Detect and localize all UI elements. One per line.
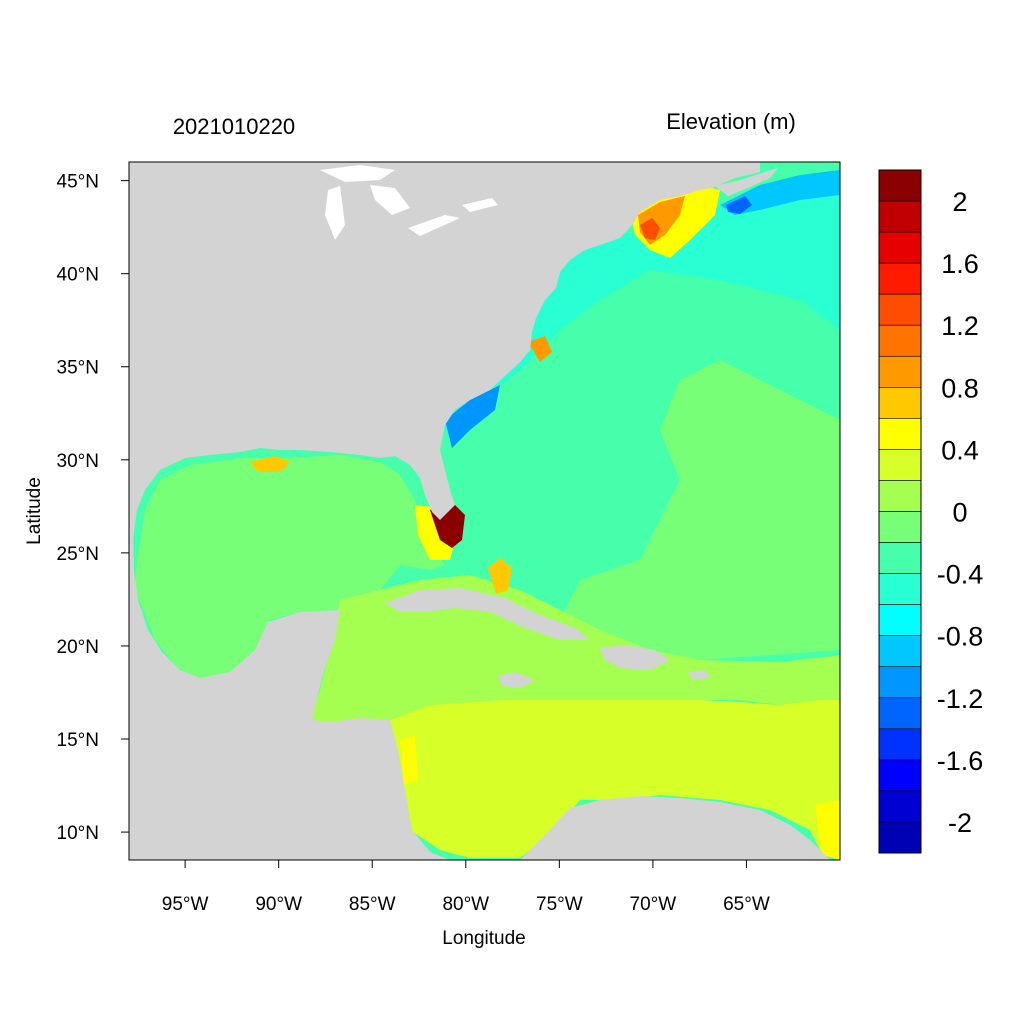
northwest-atlantic-field: [440, 170, 840, 440]
x-tick-label: 75°W: [536, 894, 583, 915]
colorbar-swatch: [878, 262, 922, 295]
x-tick-label: 95°W: [162, 894, 209, 915]
x-tick-label: 70°W: [630, 894, 677, 915]
colorbar-swatch: [878, 200, 922, 233]
y-tick-label: 15°N: [57, 730, 99, 751]
colorbar-swatch: [878, 293, 922, 326]
x-tick-label: 85°W: [349, 894, 396, 915]
colorbar-swatch: [878, 449, 922, 481]
bahamas-bank-high: [488, 558, 512, 594]
nicaragua-coast-yellow: [400, 735, 418, 785]
colorbar-swatch: [878, 759, 922, 792]
y-tick-label: 30°N: [57, 451, 99, 472]
southern-caribbean-field: [390, 700, 840, 860]
colorbar-swatch: [878, 355, 922, 388]
north-america-land: [129, 162, 760, 860]
eastern-atlantic-field: [560, 360, 840, 660]
axis-ticks: 95°W 90°W 85°W 80°W 75°W 70°W 65°W 45°N 40°N 35°N…: [57, 172, 770, 915]
x-tick-label: 65°W: [723, 894, 770, 915]
x-tick-label: 80°W: [442, 894, 489, 915]
nova-scotia-deep-low: [726, 196, 752, 214]
colorbar-label: -2: [948, 808, 972, 838]
colorbar-swatch: [878, 790, 922, 823]
colorbar-label: -0.4: [937, 560, 984, 590]
cape-hatteras-high: [528, 336, 552, 362]
lake-ontario: [462, 198, 498, 212]
lake-huron: [370, 185, 410, 215]
colorbar-swatch: [878, 666, 922, 699]
colorbar-label: 0: [952, 498, 967, 528]
land-masses: [129, 162, 830, 860]
y-tick-label: 25°N: [57, 544, 99, 565]
colorbar-frame: [878, 169, 922, 854]
timestamp-title: 2021010220: [173, 114, 295, 139]
colorbar-label: 2: [952, 187, 967, 217]
map-frame: [128, 161, 841, 861]
north-gulf-coast-high: [250, 456, 290, 472]
y-axis-label: Latitude: [24, 477, 45, 545]
colorbar-swatch: [878, 324, 922, 357]
y-tick-label: 35°N: [57, 358, 99, 379]
puerto-rico-land: [688, 670, 710, 680]
lake-erie: [408, 215, 460, 236]
gulf-of-maine-red: [640, 218, 660, 240]
colorbar-label: 0.4: [941, 435, 979, 465]
colorbar-label: 1.2: [941, 311, 979, 341]
variable-title: Elevation (m): [666, 109, 796, 134]
georgia-shelf-low: [445, 385, 500, 448]
northern-caribbean-field: [310, 575, 840, 722]
colorbar-label: -0.8: [937, 622, 984, 652]
nova-scotia-land: [715, 168, 778, 196]
colorbar-swatch: [878, 821, 922, 854]
colorbar-swatch: [878, 480, 922, 512]
colorbar-swatch: [878, 604, 922, 636]
colorbar-swatch: [878, 542, 922, 574]
hispaniola-land: [600, 645, 670, 670]
lake-superior: [320, 165, 395, 182]
x-axis-label: Longitude: [442, 928, 525, 949]
colorbar: 2 1.6 1.2 0.8 0.4 0 -0.4 -0.8 -1.2 -1.6 -2: [878, 169, 984, 854]
y-tick-label: 20°N: [57, 637, 99, 658]
colorbar-swatch: [878, 511, 922, 543]
colorbar-label: 1.6: [941, 249, 979, 279]
colorbar-label: -1.2: [937, 684, 984, 714]
colorbar-swatch: [878, 635, 922, 668]
gulf-of-mexico-field: [135, 455, 445, 680]
colorbar-swatch: [878, 387, 922, 419]
lake-michigan: [325, 186, 345, 240]
colorbar-swatch: [878, 728, 922, 761]
cuba-land: [385, 588, 590, 640]
colorbar-label: 0.8: [941, 373, 979, 403]
venezuela-coast-yellow: [815, 800, 840, 860]
colorbar-swatch: [878, 573, 922, 605]
map-plot-area: [129, 162, 840, 860]
y-tick-label: 45°N: [57, 172, 99, 193]
y-tick-label: 10°N: [57, 823, 99, 844]
colorbar-swatch: [878, 697, 922, 730]
colorbar-swatch: [878, 418, 922, 450]
great-lakes: [320, 165, 498, 240]
jamaica-land: [498, 672, 535, 688]
colorbar-swatch: [878, 231, 922, 264]
colorbar-label: -1.6: [937, 746, 984, 776]
y-tick-label: 40°N: [57, 265, 99, 286]
x-tick-label: 90°W: [255, 894, 302, 915]
colorbar-swatch: [878, 169, 922, 202]
south-america-land: [520, 796, 830, 860]
